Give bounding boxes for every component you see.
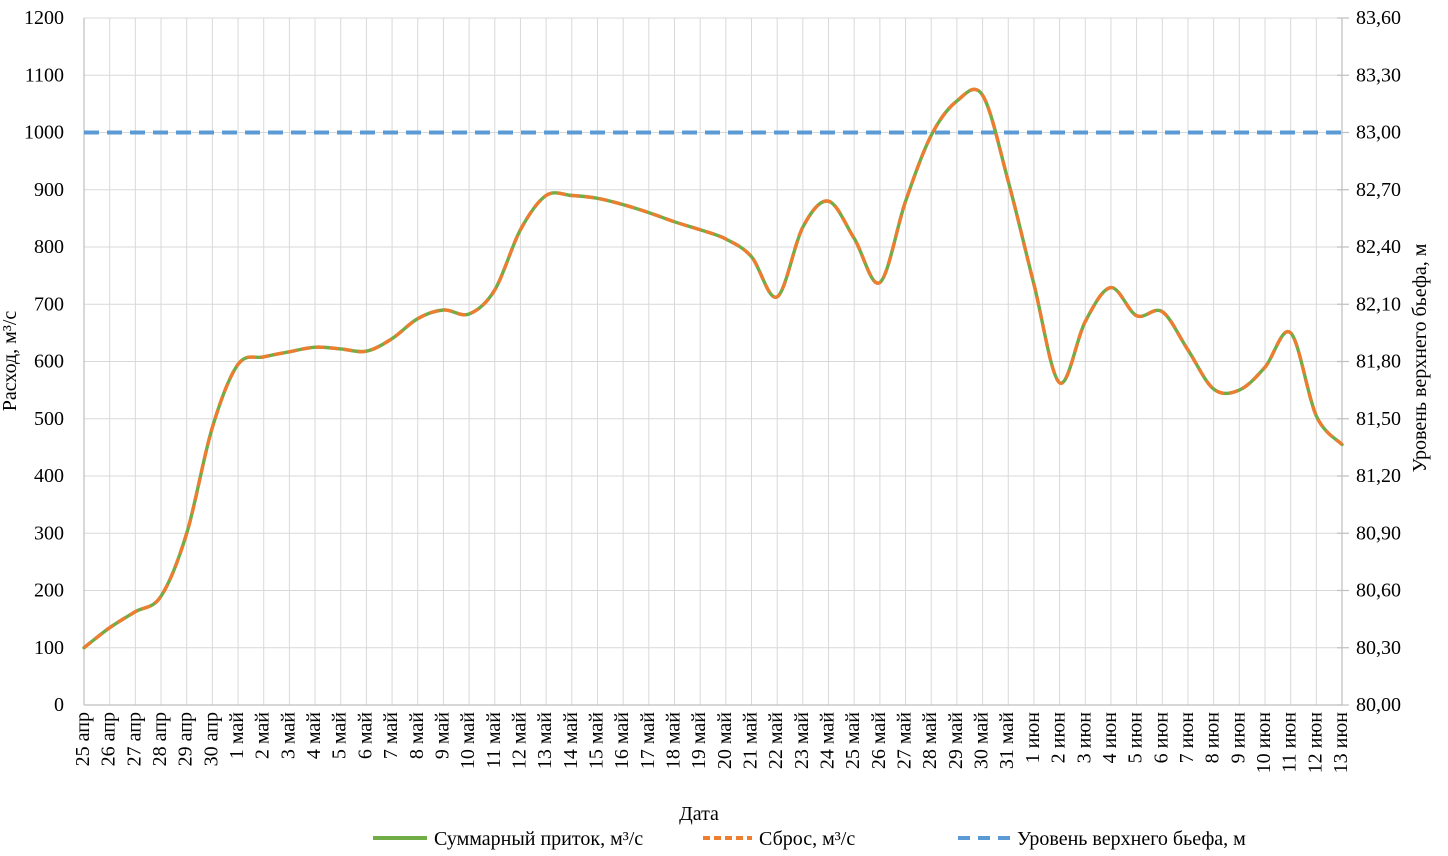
x-axis-label: 10 май — [457, 712, 479, 769]
x-axis-label: 5 июн — [1125, 712, 1147, 764]
x-axis-label: 12 май — [508, 712, 530, 769]
right-axis-label: 80,30 — [1356, 637, 1401, 659]
left-axis-label: 1100 — [25, 64, 64, 86]
x-axis-label: 29 май — [945, 712, 967, 769]
x-axis-label: 2 июн — [1048, 712, 1070, 764]
left-axis-label: 0 — [54, 694, 64, 716]
left-axis-label: 800 — [34, 236, 64, 258]
left-axis-label: 1000 — [24, 122, 64, 144]
x-axis-label: 21 май — [740, 712, 762, 769]
left-axis-label: 1200 — [24, 7, 64, 29]
x-axis-label: 30 май — [971, 712, 993, 769]
x-axis-label: 18 май — [662, 712, 684, 769]
x-axis-label: 28 май — [919, 712, 941, 769]
left-axis-label: 700 — [34, 293, 64, 315]
right-axis-label: 80,90 — [1356, 522, 1401, 544]
x-axis-label: 4 май — [303, 712, 325, 759]
legend-label-total-inflow: Суммарный приток, м³/с — [434, 828, 643, 850]
right-axis-label: 81,20 — [1356, 465, 1401, 487]
right-axis-label: 83,00 — [1356, 122, 1401, 144]
x-axis-label: 3 май — [277, 712, 299, 759]
left-axis-title: Расход, м³/с — [0, 311, 21, 412]
x-axis-label: 20 май — [714, 712, 736, 769]
x-axis-label: 12 июн — [1304, 712, 1326, 774]
x-axis-label: 30 апр — [200, 712, 222, 766]
x-axis-label: 31 май — [996, 712, 1018, 769]
left-axis-label: 400 — [34, 465, 64, 487]
x-axis-label: 9 май — [431, 712, 453, 759]
x-axis-label: 13 июн — [1330, 712, 1352, 774]
right-axis-tick-labels: 80,00 80,30 80,60 80,90 81,20 81,50 81,80 82,10… — [1356, 7, 1401, 716]
x-axis-label: 8 май — [406, 712, 428, 759]
x-axis-tick-labels: 25 апр 26 апр 27 апр 28 апр 29 апр 30 апр 1 ма… — [72, 712, 1352, 774]
x-axis-label: 10 июн — [1253, 712, 1275, 774]
x-axis-label: 15 май — [585, 712, 607, 769]
x-axis-label: 23 май — [791, 712, 813, 769]
x-axis-label: 4 июн — [1099, 712, 1121, 764]
x-axis-label: 24 май — [817, 712, 839, 769]
x-axis-label: 29 апр — [175, 712, 197, 766]
x-axis-label: 7 май — [380, 712, 402, 759]
left-axis-label: 100 — [34, 637, 64, 659]
left-axis-tick-labels: 0 100 200 300 400 500 600 700 800 900 1000 1100 1200 — [24, 7, 64, 716]
x-axis-label: 27 май — [894, 712, 916, 769]
x-axis-label: 17 май — [637, 712, 659, 769]
legend: Суммарный приток, м³/с Сброс, м³/с Урове… — [373, 828, 1246, 850]
x-axis-label: 27 апр — [123, 712, 145, 766]
right-axis-label: 82,10 — [1356, 293, 1401, 315]
x-axis-label: 19 май — [688, 712, 710, 769]
x-axis-label: 11 июн — [1279, 712, 1301, 773]
x-axis-label: 9 июн — [1227, 712, 1249, 764]
x-axis-label: 28 апр — [149, 712, 171, 766]
right-axis-label: 81,80 — [1356, 351, 1401, 373]
x-axis-label: 1 июн — [1022, 712, 1044, 764]
left-axis-label: 200 — [34, 580, 64, 602]
right-axis-label: 83,30 — [1356, 64, 1401, 86]
legend-label-discharge: Сброс, м³/с — [759, 828, 855, 850]
x-axis-label: 3 июн — [1073, 712, 1095, 764]
x-axis-label: 25 май — [842, 712, 864, 769]
x-axis-label: 6 июн — [1150, 712, 1172, 764]
discharge-line — [82, 87, 1344, 650]
x-axis-label: 2 май — [252, 712, 274, 759]
x-axis-label: 7 июн — [1176, 712, 1198, 764]
x-axis-label: 25 апр — [72, 712, 94, 766]
x-axis-label: 22 май — [765, 712, 787, 769]
right-axis-label: 80,60 — [1356, 580, 1401, 602]
x-axis-label: 13 май — [534, 712, 556, 769]
right-axis-label: 83,60 — [1356, 7, 1401, 29]
x-axis-title: Дата — [679, 803, 719, 825]
x-axis-label: 16 май — [611, 712, 633, 769]
right-axis-label: 81,50 — [1356, 408, 1401, 430]
x-axis-label: 6 май — [354, 712, 376, 759]
x-axis-label: 8 июн — [1202, 712, 1224, 764]
x-axis-label: 26 май — [868, 712, 890, 769]
right-axis-label: 82,40 — [1356, 236, 1401, 258]
x-axis-label: 5 май — [329, 712, 351, 759]
legend-label-upper-pool-level: Уровень верхнего бьефа, м — [1017, 828, 1246, 850]
left-axis-label: 300 — [34, 522, 64, 544]
right-axis-title: Уровень верхнего бьефа, м — [1409, 243, 1431, 472]
right-axis-label: 82,70 — [1356, 179, 1401, 201]
x-axis-label: 1 май — [226, 712, 248, 759]
left-axis-label: 600 — [34, 351, 64, 373]
x-axis-label: 14 май — [560, 712, 582, 769]
left-axis-label: 900 — [34, 179, 64, 201]
left-axis-label: 500 — [34, 408, 64, 430]
x-axis-label: 11 май — [483, 712, 505, 769]
x-axis-label: 26 апр — [98, 712, 120, 766]
right-axis-label: 80,00 — [1356, 694, 1401, 716]
